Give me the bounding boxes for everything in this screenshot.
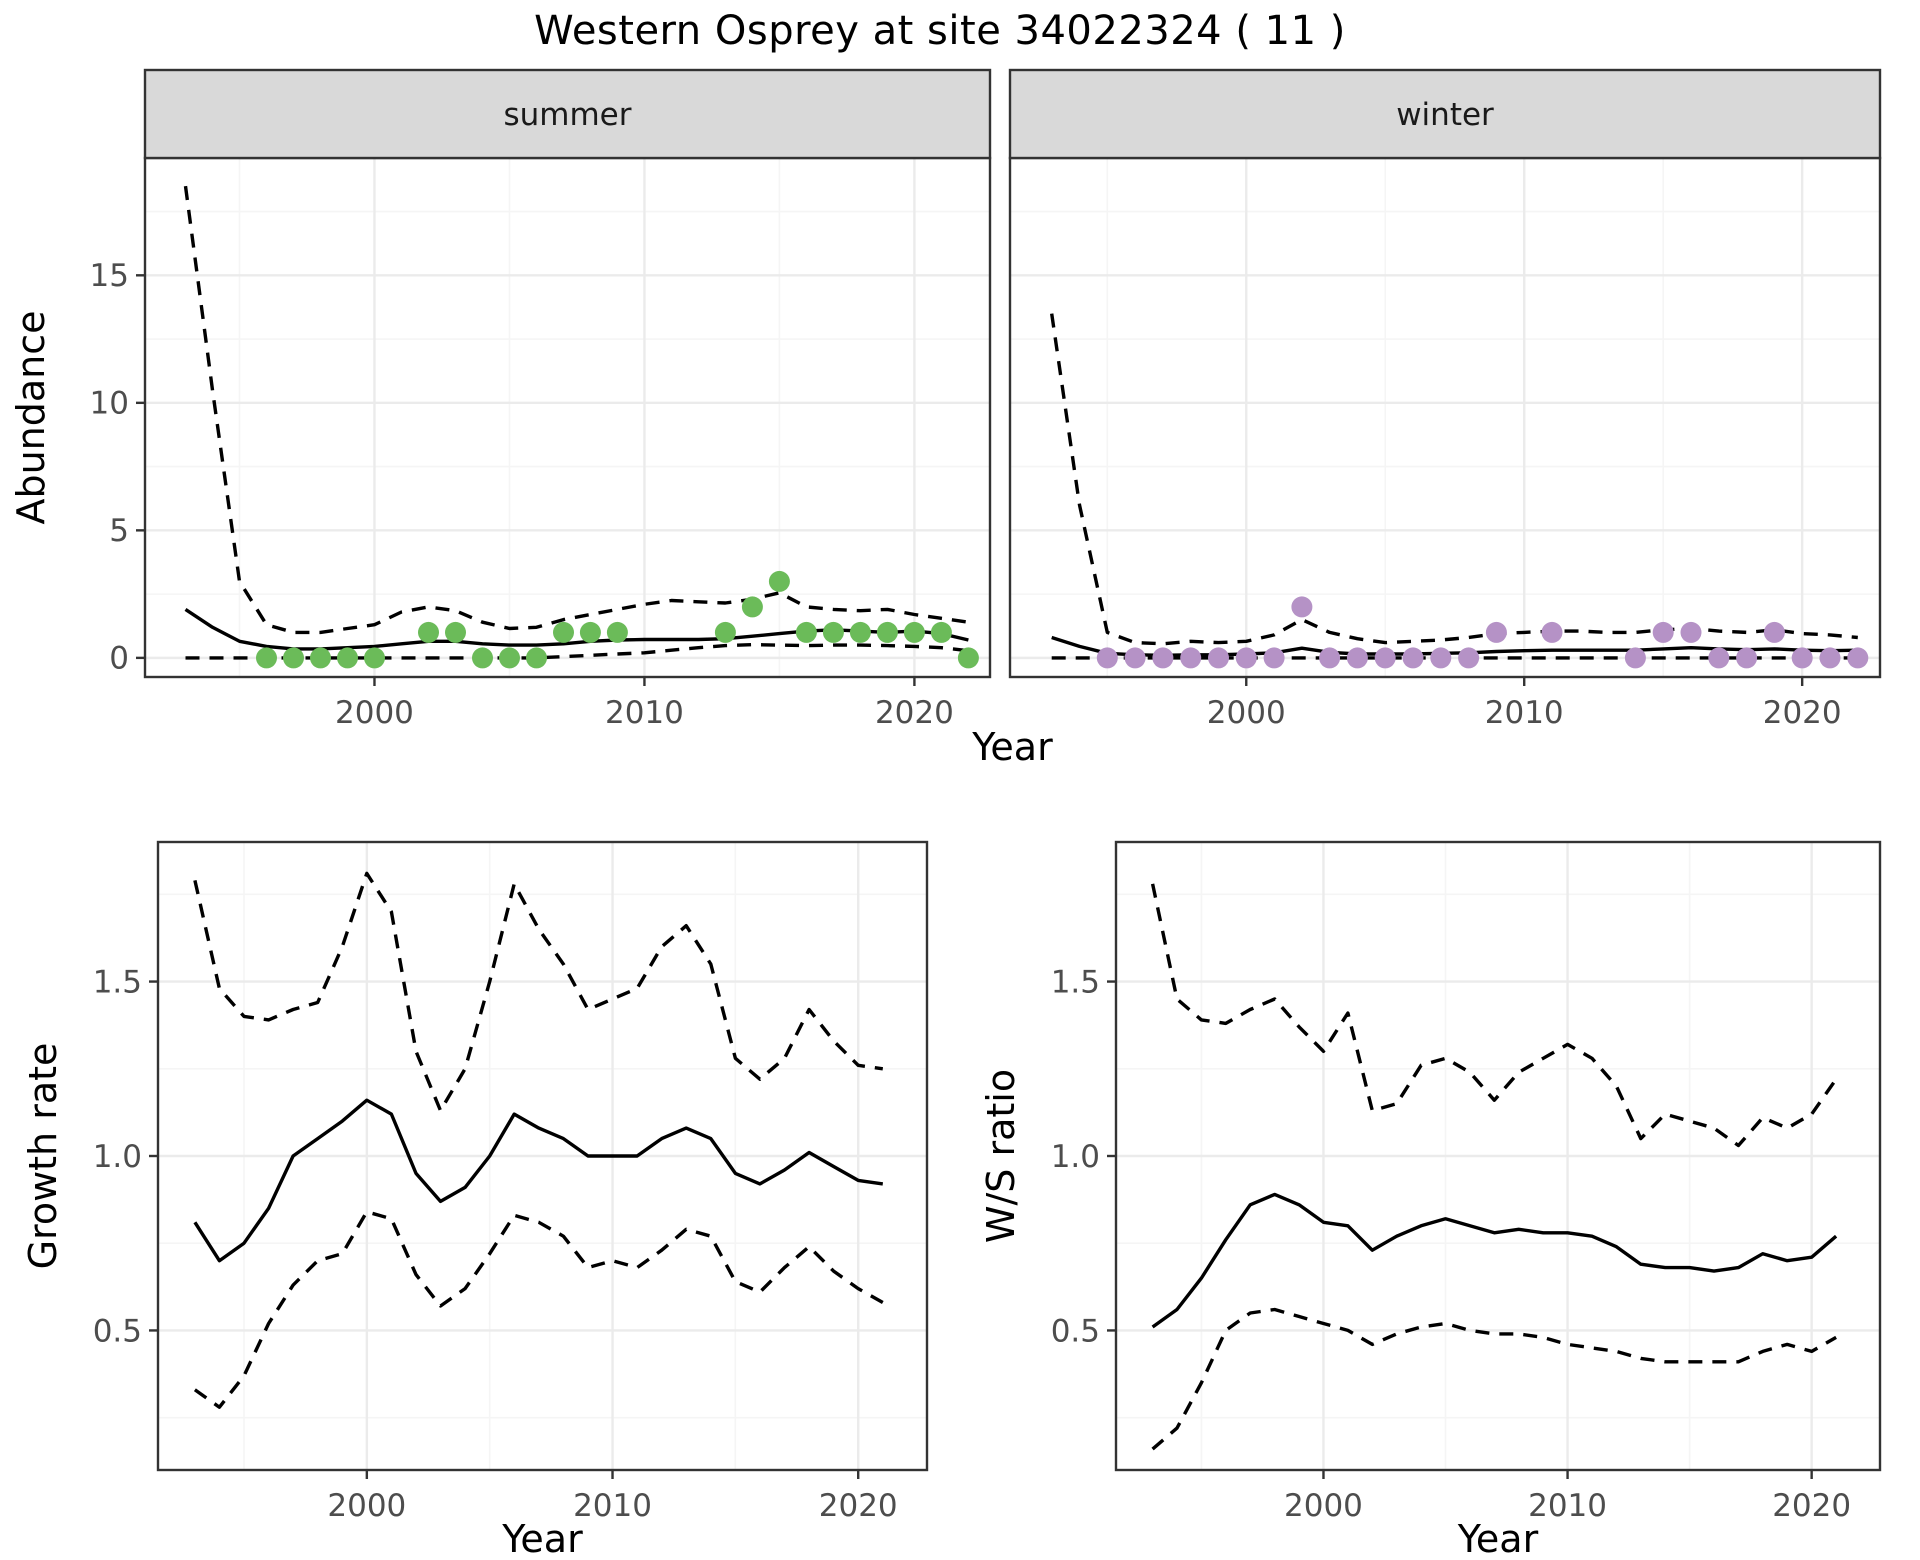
y-tick-label: 1.0 <box>1051 1139 1100 1175</box>
summer-upper-ci-line <box>183 185 969 635</box>
y-tick-label: 1.5 <box>1051 964 1100 1000</box>
winter-observation-point <box>1096 647 1118 669</box>
winter-observation-point <box>1291 596 1313 618</box>
facet-strip <box>1008 68 1882 160</box>
x-tick-label: 2010 <box>1485 695 1564 731</box>
summer-observation-point <box>930 621 952 643</box>
growth-rate-median-fit-line <box>193 1098 884 1263</box>
winter-observation-point <box>1374 647 1396 669</box>
winter-observation-point <box>1458 647 1480 669</box>
winter-observation-point <box>1763 621 1785 643</box>
winter-observation-point <box>1652 621 1674 643</box>
summer-observation-point <box>849 621 871 643</box>
x-tick-label: 2010 <box>605 695 684 731</box>
winter-observation-point <box>1847 647 1869 669</box>
winter-observation-point <box>1180 647 1202 669</box>
x-tick-label: 2010 <box>573 1488 652 1524</box>
summer-observation-point <box>795 621 817 643</box>
w-s-ratio-median-fit-line <box>1151 1192 1838 1329</box>
winter-observation-point <box>1791 647 1813 669</box>
winter-observation-point <box>1708 647 1730 669</box>
winter-observation-point <box>1819 647 1841 669</box>
y-tick-label: 1.5 <box>93 964 142 1000</box>
winter-observation-point <box>1430 647 1452 669</box>
winter-observation-point <box>1736 647 1758 669</box>
y-tick-label: 0.5 <box>93 1313 142 1349</box>
summer-observation-point <box>310 647 331 669</box>
w-s-ratio-upper-ci-line <box>1150 883 1838 1148</box>
winter-upper-ci-line <box>1050 313 1858 646</box>
bottom-left-year-axis-title: Year <box>501 1517 583 1560</box>
summer-observation-point <box>579 621 601 643</box>
x-tick-label: 2000 <box>1284 1488 1363 1524</box>
x-tick-label: 2020 <box>819 1488 898 1524</box>
summer-observation-point <box>822 621 844 643</box>
growth-rate-upper-ci-line <box>193 871 884 1113</box>
x-tick-label: 2020 <box>875 695 954 731</box>
summer-observation-point <box>876 621 898 643</box>
x-tick-label: 2000 <box>1207 695 1286 731</box>
abundance-axis-title: Abundance <box>9 310 53 524</box>
panel-w-s-ratio: 2000 2010 2020 0.5 1.0 1.5 <box>1051 840 1882 1524</box>
winter-observation-point <box>1235 647 1257 669</box>
growth-rate-axis-title: Growth rate <box>21 1043 65 1270</box>
x-tick-label: 2000 <box>335 695 414 731</box>
winter-observation-point <box>1208 647 1229 669</box>
summer-observation-point <box>445 621 466 643</box>
bottom-right-year-axis-title: Year <box>1457 1517 1539 1560</box>
winter-observation-point <box>1541 621 1563 643</box>
summer-observation-point <box>283 647 304 669</box>
y-tick-label: 0.5 <box>1051 1313 1100 1349</box>
winter-observation-point <box>1680 621 1702 643</box>
winter-observation-point <box>1485 621 1507 643</box>
facet-strip-label: summer <box>503 97 631 133</box>
summer-observation-point <box>418 621 439 643</box>
plot-title: Western Osprey at site 34022324 ( 11 ) <box>534 8 1346 54</box>
summer-observation-point <box>606 621 628 643</box>
w-s-ratio-lower-ci-line <box>1151 1307 1837 1451</box>
summer-observation-point <box>364 647 385 669</box>
summer-observation-point <box>768 570 790 592</box>
growth-rate-lower-ci-line <box>193 1210 884 1409</box>
summer-observation-point <box>337 647 358 669</box>
summer-observation-point <box>526 647 547 669</box>
summer-observation-point <box>472 647 493 669</box>
y-tick-label: 15 <box>90 258 129 294</box>
facet-strip <box>143 68 992 160</box>
winter-observation-point <box>1402 647 1424 669</box>
panel-background <box>1010 158 1880 677</box>
winter-observation-point <box>1624 647 1646 669</box>
summer-observation-point <box>499 647 520 669</box>
x-tick-label: 2000 <box>327 1488 406 1524</box>
ws-ratio-axis-title: W/S ratio <box>979 1069 1023 1243</box>
panel-growth-rate: 2000 2010 2020 0.5 1.0 1.5 <box>93 840 929 1524</box>
y-tick-label: 5 <box>109 513 129 549</box>
y-tick-label: 0 <box>109 641 129 677</box>
summer-observation-point <box>714 621 736 643</box>
panel-winter: winter 2000 2010 2020 <box>1008 68 1882 731</box>
top-year-axis-title: Year <box>971 725 1053 769</box>
panel-background <box>145 158 990 677</box>
x-tick-label: 2020 <box>1772 1488 1851 1524</box>
winter-observation-point <box>1263 647 1285 669</box>
panel-summer: summer 2000 2010 2020 0 5 10 15 <box>90 68 992 731</box>
summer-observation-point <box>741 596 763 618</box>
summer-observation-point <box>903 621 925 643</box>
x-tick-label: 2020 <box>1763 695 1842 731</box>
winter-observation-point <box>1152 647 1174 669</box>
y-tick-label: 10 <box>90 386 129 422</box>
winter-observation-point <box>1319 647 1341 669</box>
summer-observation-point <box>256 647 277 669</box>
summer-observation-point <box>957 647 979 669</box>
x-tick-label: 2010 <box>1528 1488 1607 1524</box>
winter-observation-point <box>1124 647 1146 669</box>
facet-strip-label: winter <box>1396 97 1494 133</box>
y-tick-label: 1.0 <box>93 1139 142 1175</box>
winter-observation-point <box>1346 647 1368 669</box>
summer-observation-point <box>553 621 574 643</box>
